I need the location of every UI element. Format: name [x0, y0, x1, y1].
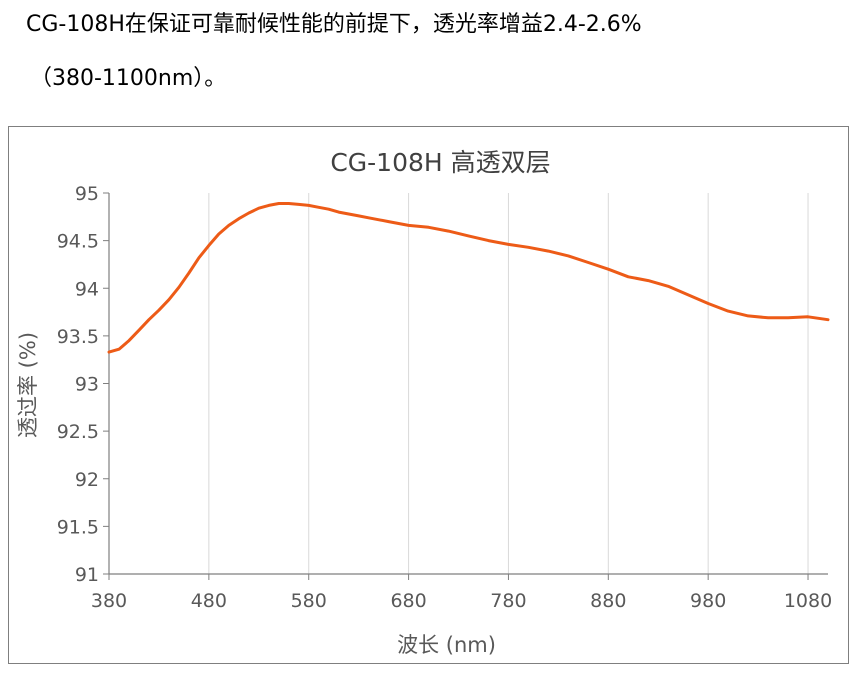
series-layer	[107, 202, 830, 354]
x-tick-label: 380	[91, 590, 127, 612]
transmittance-series-line	[107, 202, 830, 354]
y-tick-label: 93.5	[57, 326, 99, 348]
chart-frame: 91 91.5 92 92.5 93 93.5 94 94.5 95 380 480 580 680 78…	[8, 126, 849, 664]
y-tick-label: 92	[75, 469, 99, 491]
x-tick-label: 780	[490, 590, 526, 612]
x-tick-label: 880	[590, 590, 626, 612]
transmittance-line-chart: 91 91.5 92 92.5 93 93.5 94 94.5 95 380 480 580 680 78…	[16, 148, 832, 657]
y-tick-label: 91.5	[57, 516, 99, 538]
x-tick-label: 480	[191, 590, 227, 612]
chart-title: CG-108H 高透双层	[330, 148, 550, 177]
grid-layer	[208, 193, 809, 574]
x-tick-label: 580	[291, 590, 327, 612]
intro-text-line-2: （380-1100nm）。	[30, 66, 227, 91]
x-tick-label: 1080	[784, 590, 832, 612]
x-axis-label: 波长 (nm)	[397, 633, 496, 657]
axis-layer	[103, 192, 828, 580]
y-tick-label: 94.5	[57, 231, 99, 253]
y-tick-label: 94	[75, 278, 99, 300]
label-layer: 91 91.5 92 92.5 93 93.5 94 94.5 95 380 480 580 680 78…	[16, 148, 832, 657]
y-tick-label: 91	[75, 564, 99, 586]
x-tick-label: 980	[690, 590, 726, 612]
intro-text-line-1: CG-108H在保证可靠耐候性能的前提下，透光率增益2.4-2.6%	[26, 12, 642, 37]
y-tick-label: 93	[75, 374, 99, 396]
y-axis-label: 透过率 (%)	[16, 332, 40, 438]
y-tick-label: 95	[75, 183, 99, 205]
x-tick-label: 680	[390, 590, 426, 612]
y-tick-label: 92.5	[57, 421, 99, 443]
